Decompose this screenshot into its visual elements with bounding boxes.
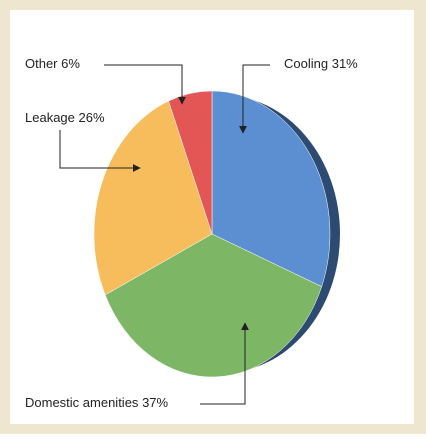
pie-slice <box>93 100 213 296</box>
leader-line <box>104 64 186 105</box>
slice-label: Cooling 31% <box>284 56 358 71</box>
pie <box>93 90 340 378</box>
leader-line <box>200 322 249 405</box>
slice-label: Domestic amenities 37% <box>25 395 169 410</box>
slice-label: Other 6% <box>25 56 80 71</box>
pie-slice <box>211 90 331 287</box>
slice-label: Leakage 26% <box>25 110 105 125</box>
pie-slice <box>168 90 213 235</box>
pie-slice <box>104 233 323 378</box>
leader-line <box>59 130 141 172</box>
leader-line <box>239 64 270 134</box>
